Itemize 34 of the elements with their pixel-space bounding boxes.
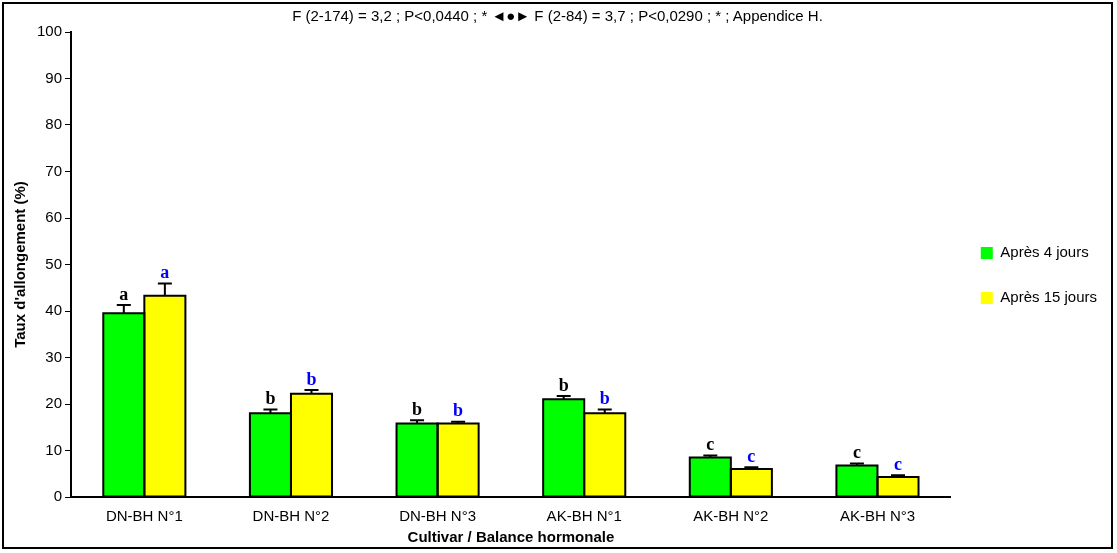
x-tick-label: AK-BH N°1 [546, 507, 622, 525]
data-label: c [894, 453, 902, 474]
x-tick-label: DN-BH N°3 [399, 507, 477, 525]
y-tick-label: 20 [45, 394, 63, 412]
y-tick-label: 0 [53, 487, 63, 505]
y-tick-label: 80 [45, 115, 63, 133]
data-label: b [306, 368, 317, 389]
legend-label: Après 4 jours [1000, 243, 1089, 261]
y-tick-label: 30 [45, 347, 63, 365]
x-tick-label: DN-BH N°2 [252, 507, 330, 525]
y-axis-title: Taux d'allongement (%) [11, 181, 29, 348]
data-label: c [852, 442, 861, 463]
data-label: b [412, 398, 423, 419]
y-tick-label: 10 [45, 440, 63, 458]
chart-title: F (2-174) = 3,2 ; P<0,0440 ; * ◄●► F (2-84) = 3,7 ; P<0,0290 ; * ; Appendice H. [292, 7, 823, 25]
y-tick-label: 90 [45, 68, 63, 86]
x-tick-label: DN-BH N°1 [105, 507, 183, 525]
x-tick-label: AK-BH N°2 [693, 507, 769, 525]
data-label: c [706, 434, 715, 455]
y-tick-label: 50 [45, 254, 63, 272]
y-tick-label: 40 [45, 301, 63, 319]
data-label: c [747, 445, 756, 466]
data-label: b [599, 388, 610, 409]
y-tick-label: 60 [45, 208, 63, 226]
data-label: b [558, 374, 569, 395]
y-tick-label: 70 [45, 161, 63, 179]
x-axis-title: Cultivar / Balance hormonale [407, 528, 615, 546]
x-tick-label: AK-BH N°3 [839, 507, 916, 525]
legend-label: Après 15 jours [1000, 288, 1097, 306]
data-label: b [453, 400, 464, 421]
y-tick-label: 100 [37, 22, 63, 40]
data-label: b [265, 388, 276, 409]
data-label: a [160, 262, 170, 283]
data-label: a [119, 283, 129, 304]
